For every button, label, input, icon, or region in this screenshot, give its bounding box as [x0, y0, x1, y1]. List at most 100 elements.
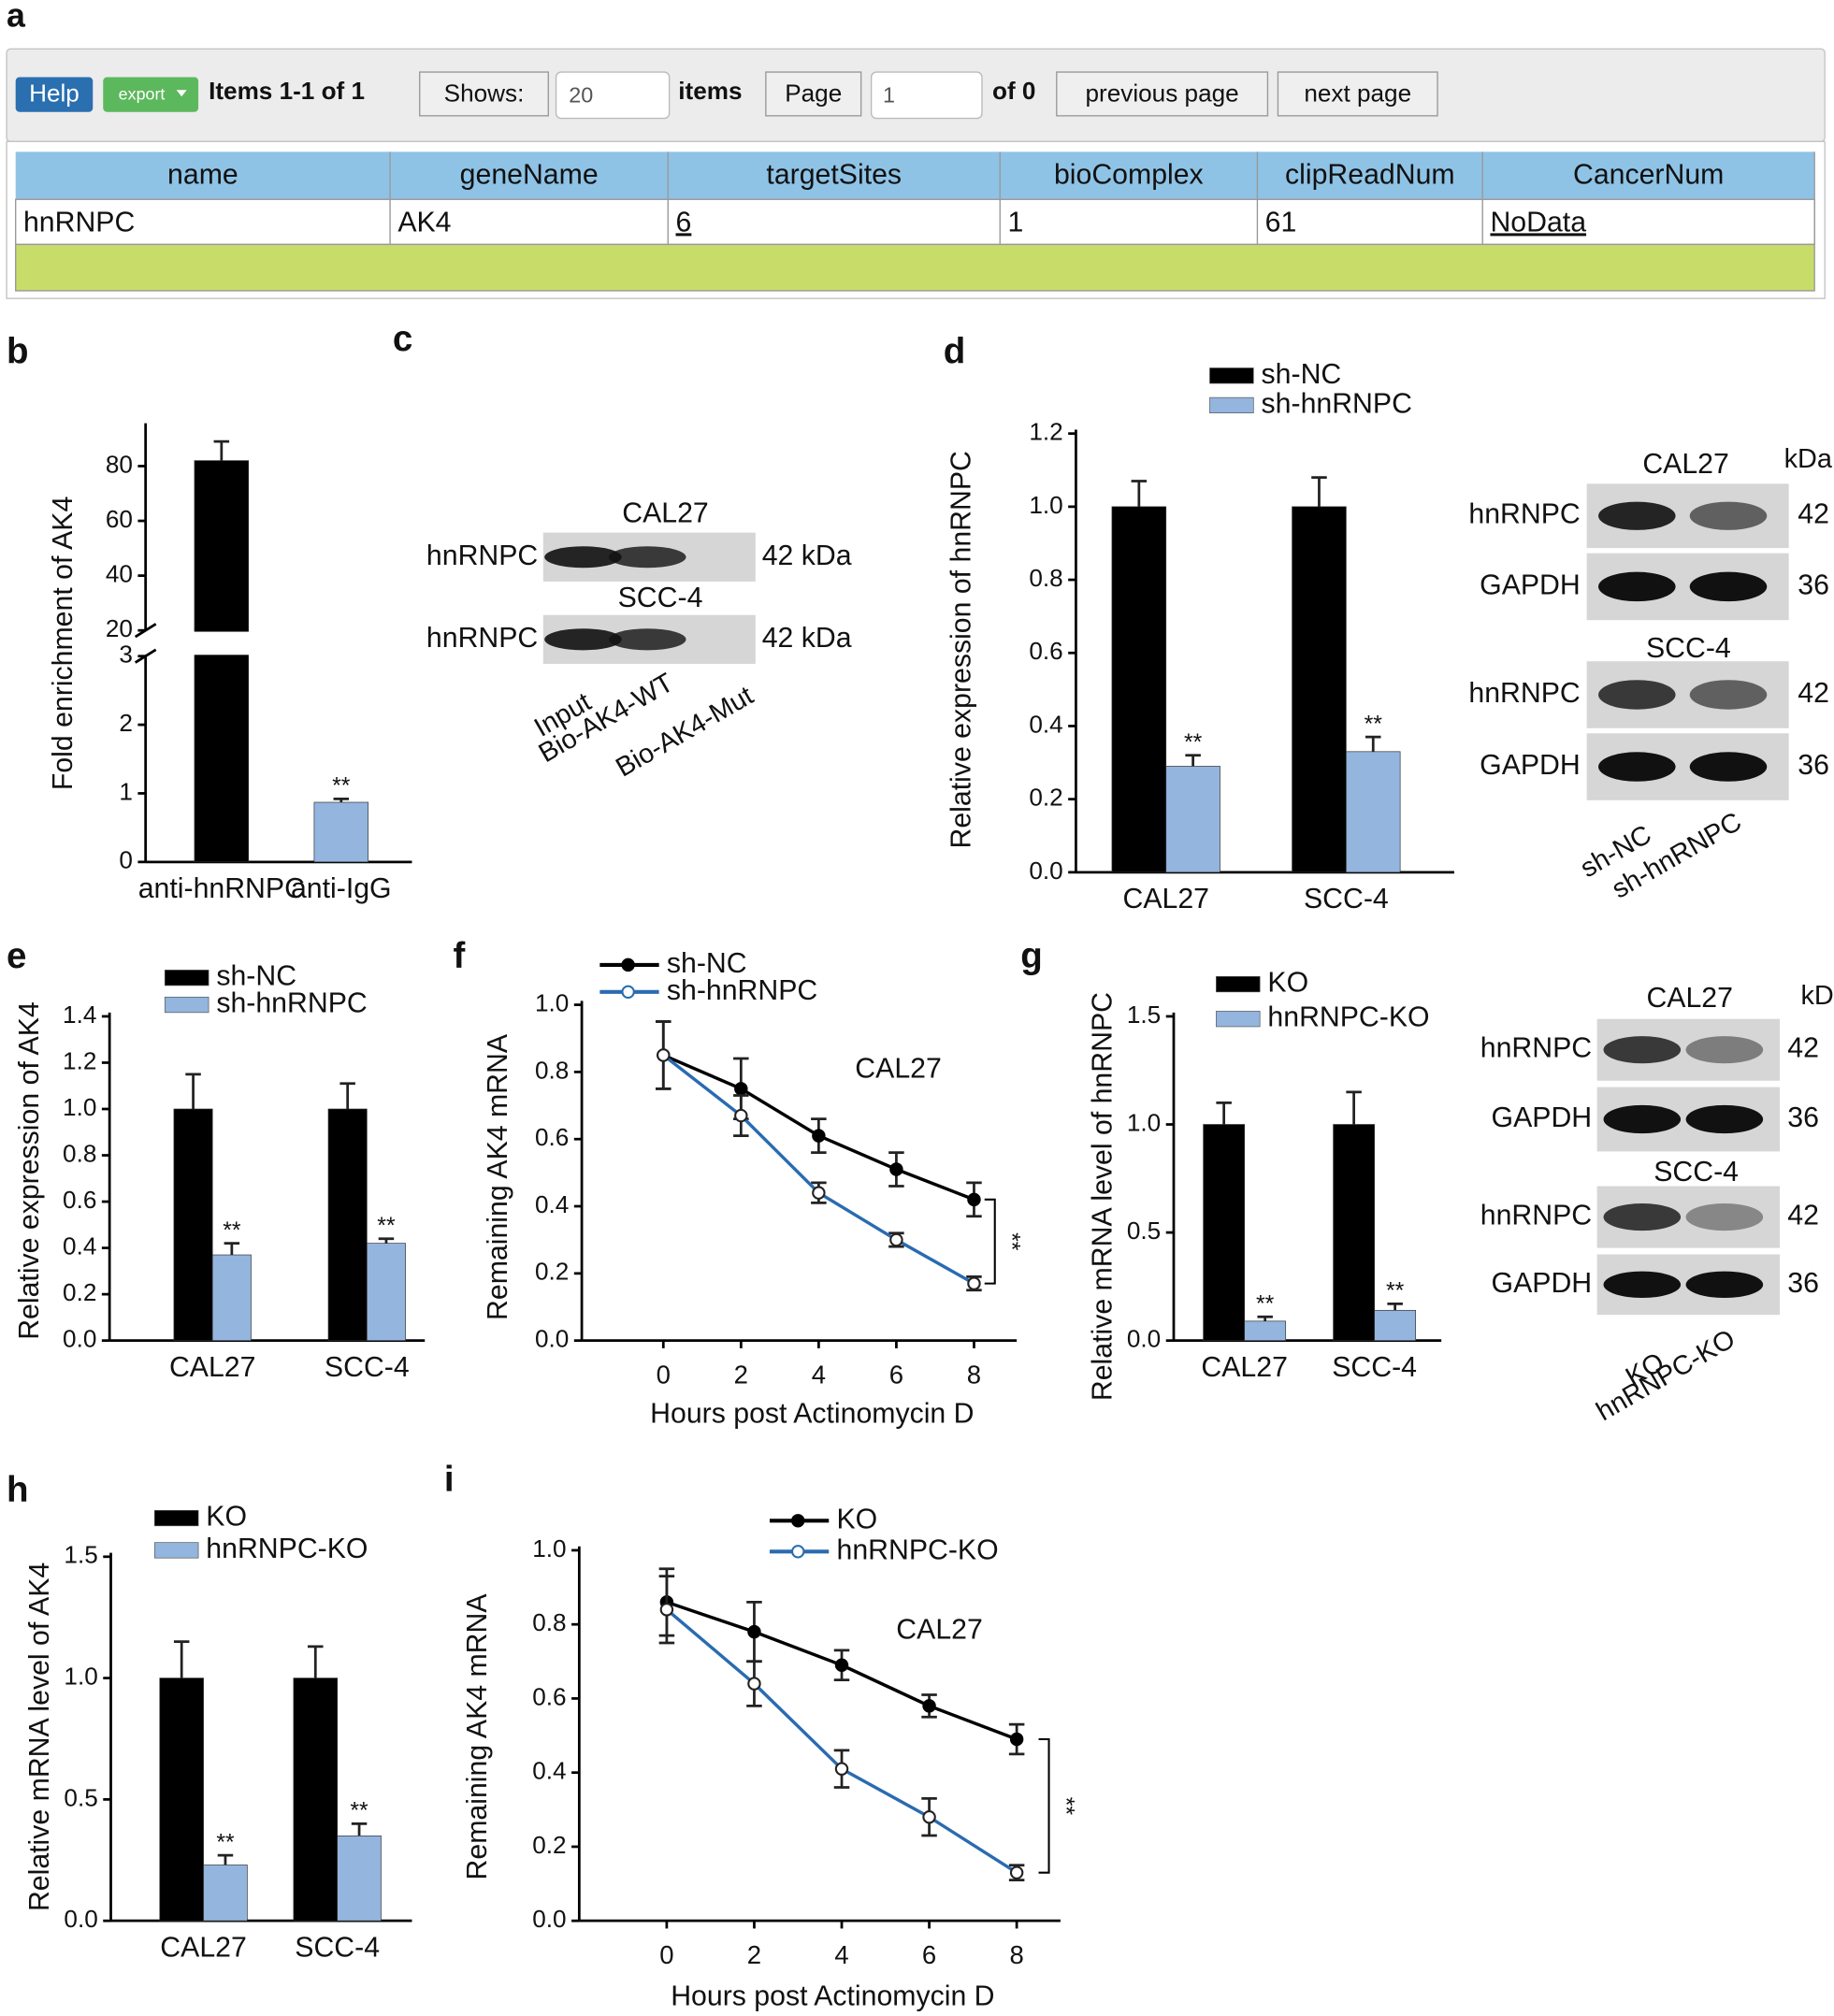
y-tick-label: 40: [106, 560, 133, 588]
previous-button[interactable]: [1056, 71, 1269, 117]
x-tick-label: 0: [659, 1940, 673, 1969]
western-blot: kDa CAL27 hnRNPC 42 GAPDH 36 SCC-4 hnRNPC 42 GAPD…: [1480, 981, 1834, 1427]
legend-label: sh-hnRNPC: [667, 975, 817, 1006]
previous-text[interactable]: previous page: [1086, 79, 1239, 108]
unit-label: kDa: [1801, 981, 1834, 1011]
y-tick-label: 0.4: [63, 1232, 96, 1260]
y-tick-label: 1.2: [1029, 418, 1062, 446]
table-cell: hnRNPC: [23, 207, 135, 238]
page-text[interactable]: Page: [785, 79, 842, 108]
legend-label: hnRNPC-KO: [1267, 1002, 1429, 1033]
error-bar: [308, 1645, 324, 1678]
error-bar: [217, 1853, 234, 1865]
shows-value[interactable]: 20: [569, 82, 593, 107]
size-label: 42 kDa: [762, 540, 852, 571]
chart: h Relative mRNA level of AK4 0.0 0.5 1.0 1.5 C…: [7, 1470, 412, 1963]
bar: [1374, 1309, 1416, 1342]
band: [1603, 1036, 1682, 1064]
significance: **: [332, 773, 351, 799]
error-bar: [1216, 1102, 1232, 1125]
legend-swatch: [164, 996, 209, 1014]
chart: i Remaining AK4 mRNA 0.0 0.2 0.4 0.6 0.8 1.0 0 2 4…: [444, 1460, 1078, 2012]
y-tick-label: 1.0: [535, 988, 569, 1016]
help-button[interactable]: [15, 77, 94, 112]
cell-line-label: CAL27: [1642, 449, 1729, 480]
table-link[interactable]: NoData: [1490, 207, 1586, 238]
break-gap: [192, 631, 252, 655]
shows-text[interactable]: Shows:: [444, 79, 525, 108]
column-header: name: [167, 159, 238, 190]
y-tick-label: 0.2: [1029, 784, 1062, 812]
cell-line-label: SCC-4: [1653, 1157, 1739, 1188]
protein-label: GAPDH: [1480, 750, 1581, 781]
point: [734, 1108, 748, 1123]
y-axis-label: Relative expression of hnRNPC: [946, 451, 976, 848]
size-label: 36: [1787, 1102, 1819, 1133]
error-bar: [1365, 735, 1381, 752]
shows-button[interactable]: [419, 71, 549, 117]
table-cell: 61: [1265, 207, 1297, 238]
significance: **: [999, 1232, 1024, 1251]
point: [657, 1048, 671, 1062]
export-button[interactable]: [103, 77, 199, 112]
point: [922, 1810, 936, 1824]
x-tick-label: SCC-4: [325, 1352, 410, 1383]
protein-label: hnRNPC: [1480, 1033, 1592, 1064]
table-link[interactable]: 6: [676, 207, 692, 238]
legend-label: hnRNPC-KO: [837, 1534, 999, 1565]
error-bar: [351, 1822, 368, 1836]
unit-label: kDa: [1784, 444, 1833, 474]
cell-line-label: CAL27: [1646, 983, 1733, 1014]
help-text[interactable]: Help: [29, 79, 79, 108]
protein-label: GAPDH: [1492, 1268, 1593, 1299]
table-footer: [15, 243, 1815, 292]
next-button[interactable]: [1277, 71, 1438, 117]
x-tick-label: anti-hnRNPC: [138, 873, 305, 904]
size-label: 36: [1798, 569, 1829, 600]
band: [1685, 1104, 1764, 1134]
significance-bracket: [1038, 1737, 1050, 1874]
point: [747, 1677, 761, 1691]
annotation: CAL27: [896, 1615, 982, 1646]
y-tick-label: 1.0: [64, 1663, 97, 1691]
x-axis-label: Hours post Actinomycin D: [650, 1398, 974, 1429]
error-bar: [1346, 1090, 1362, 1125]
page-value[interactable]: 1: [883, 82, 895, 107]
legend-swatch: [153, 1542, 199, 1559]
bar: [313, 801, 369, 863]
point: [889, 1162, 903, 1176]
y-tick-label: 0.8: [532, 1608, 566, 1636]
items-word: items: [678, 77, 742, 105]
next-text[interactable]: next page: [1304, 79, 1411, 108]
y-tick-label: 1: [119, 777, 133, 805]
page-button[interactable]: [765, 71, 862, 117]
legend-marker: [621, 958, 635, 972]
x-tick-label: 4: [834, 1940, 848, 1969]
bar: [1346, 751, 1401, 873]
bar: [173, 1108, 213, 1342]
size-label: 36: [1787, 1268, 1819, 1299]
legend-label: KO: [837, 1504, 878, 1534]
bar: [293, 1678, 339, 1922]
of-text: of 0: [992, 77, 1035, 105]
page-input[interactable]: [870, 71, 983, 120]
column-header: targetSites: [766, 159, 902, 190]
items-text: Items 1-1 of 1: [209, 77, 365, 105]
legend-swatch: [1216, 975, 1261, 993]
y-axis-label: Remaining AK4 mRNA: [462, 1593, 493, 1880]
legend-swatch: [164, 970, 209, 986]
error-bar: [333, 797, 350, 802]
bar: [203, 1865, 248, 1922]
y-tick-label: 0.5: [1127, 1217, 1161, 1245]
x-tick-label: CAL27: [1201, 1352, 1288, 1383]
shows-input[interactable]: [555, 71, 671, 120]
dropdown-caret[interactable]: [176, 90, 187, 97]
y-tick-label: 1.2: [63, 1046, 96, 1074]
panel-label: e: [7, 936, 26, 976]
x-tick-label: SCC-4: [1332, 1352, 1417, 1383]
cell-line-label: SCC-4: [1646, 633, 1731, 664]
export-text[interactable]: export: [119, 85, 166, 104]
size-label: 42: [1787, 1033, 1819, 1064]
legend-swatch: [153, 1509, 199, 1527]
protein-label: hnRNPC: [1480, 1201, 1592, 1231]
